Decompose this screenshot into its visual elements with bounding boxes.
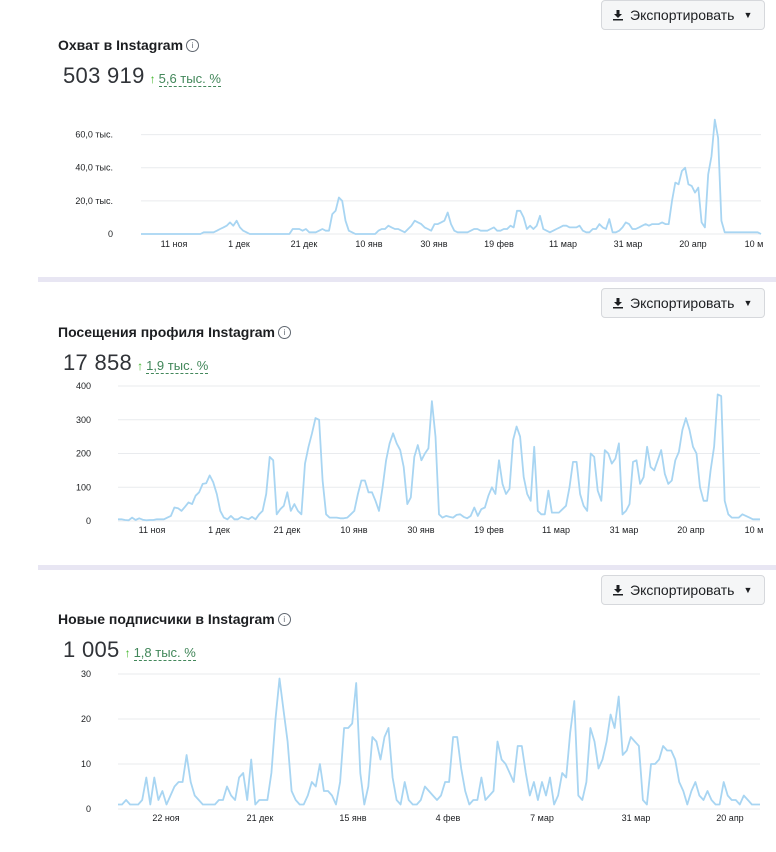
metric-summary: 17 858 ↑ 1,9 тыс. % bbox=[63, 350, 209, 376]
chart-title: Посещения профиля Instagram i bbox=[58, 324, 291, 340]
export-button[interactable]: Экспортировать ▼ bbox=[601, 575, 765, 605]
y-tick-label: 400 bbox=[76, 381, 91, 391]
series-line bbox=[118, 677, 760, 806]
arrow-up-icon: ↑ bbox=[124, 646, 131, 660]
download-icon bbox=[613, 10, 623, 21]
x-tick-label: 19 фев bbox=[474, 525, 504, 535]
export-label: Экспортировать bbox=[630, 295, 735, 311]
chart-title: Новые подписчики в Instagram i bbox=[58, 611, 291, 627]
reach-chart: 0 20,0 тыс. 40,0 тыс. 60,0 тыс. 11 ноя 1 дек 2… bbox=[75, 118, 764, 249]
chart-title: Охват в Instagram i bbox=[58, 37, 200, 53]
x-tick-label: 31 мар bbox=[610, 525, 639, 535]
x-tick-label: 21 дек bbox=[291, 239, 318, 249]
download-icon bbox=[613, 585, 623, 596]
y-tick-label: 20,0 тыс. bbox=[75, 196, 113, 206]
x-tick-label: 10 м bbox=[745, 239, 764, 249]
series-line bbox=[118, 393, 760, 522]
x-tick-label: 11 ноя bbox=[161, 239, 188, 249]
y-tick-label: 100 bbox=[76, 482, 91, 492]
delta-value[interactable]: 1,8 тыс. % bbox=[133, 645, 196, 661]
x-tick-label: 21 дек bbox=[247, 813, 274, 823]
y-tick-label: 60,0 тыс. bbox=[75, 130, 113, 140]
export-button[interactable]: Экспортировать ▼ bbox=[601, 0, 765, 30]
chart-title-text: Охват в Instagram bbox=[58, 37, 184, 53]
x-tick-label: 19 фев bbox=[484, 239, 514, 249]
info-icon[interactable]: i bbox=[277, 612, 291, 626]
delta-value[interactable]: 1,9 тыс. % bbox=[146, 358, 209, 374]
x-tick-label: 7 мар bbox=[530, 813, 554, 823]
divider bbox=[38, 565, 776, 570]
total-value: 1 005 bbox=[63, 637, 120, 662]
caret-down-icon: ▼ bbox=[743, 585, 753, 595]
export-button[interactable]: Экспортировать ▼ bbox=[601, 288, 765, 318]
profile-visits-panel: Экспортировать ▼ Посещения профиля Insta… bbox=[38, 282, 776, 565]
download-icon bbox=[613, 298, 623, 309]
x-tick-label: 20 апр bbox=[677, 525, 704, 535]
y-tick-label: 40,0 тыс. bbox=[75, 163, 113, 173]
x-tick-label: 1 дек bbox=[228, 239, 250, 249]
y-tick-label: 20 bbox=[81, 714, 91, 724]
y-tick-label: 0 bbox=[86, 804, 91, 814]
x-tick-label: 15 янв bbox=[339, 813, 366, 823]
y-tick-label: 200 bbox=[76, 449, 91, 459]
chart-title-text: Посещения профиля Instagram bbox=[58, 324, 275, 340]
x-tick-label: 11 мар bbox=[549, 239, 577, 249]
y-tick-label: 0 bbox=[86, 516, 91, 526]
arrow-up-icon: ↑ bbox=[137, 359, 144, 373]
x-tick-label: 22 ноя bbox=[152, 813, 179, 823]
info-icon[interactable]: i bbox=[186, 38, 200, 52]
metric-summary: 1 005 ↑ 1,8 тыс. % bbox=[63, 637, 196, 663]
y-tick-label: 30 bbox=[81, 669, 91, 679]
total-value: 503 919 bbox=[63, 63, 145, 88]
x-tick-label: 30 янв bbox=[420, 239, 447, 249]
x-tick-label: 11 мар bbox=[542, 525, 570, 535]
x-tick-label: 20 апр bbox=[716, 813, 743, 823]
divider bbox=[38, 277, 776, 282]
chart-title-text: Новые подписчики в Instagram bbox=[58, 611, 275, 627]
x-tick-label: 31 мар bbox=[614, 239, 643, 249]
metric-summary: 503 919 ↑ 5,6 тыс. % bbox=[63, 63, 221, 89]
x-tick-label: 21 дек bbox=[274, 525, 301, 535]
y-tick-label: 300 bbox=[76, 415, 91, 425]
arrow-up-icon: ↑ bbox=[149, 72, 156, 86]
x-tick-label: 10 янв bbox=[340, 525, 367, 535]
x-tick-label: 11 ноя bbox=[139, 525, 166, 535]
profile-visits-chart: 0 100 200 300 400 11 ноя 1 дек 21 дек 10 янв 30 я… bbox=[76, 381, 764, 535]
followers-chart: 0 10 20 30 22 ноя 21 дек 15 янв 4 фев 7 мар 31 ма… bbox=[81, 669, 760, 823]
caret-down-icon: ▼ bbox=[743, 298, 753, 308]
reach-panel: Экспортировать ▼ Охват в Instagram i 503… bbox=[38, 0, 776, 277]
caret-down-icon: ▼ bbox=[743, 10, 753, 20]
total-value: 17 858 bbox=[63, 350, 133, 375]
x-tick-label: 10 м bbox=[745, 525, 764, 535]
x-tick-label: 20 апр bbox=[679, 239, 706, 249]
x-tick-label: 30 янв bbox=[407, 525, 434, 535]
info-icon[interactable]: i bbox=[278, 325, 291, 339]
series-line bbox=[141, 118, 762, 235]
followers-panel: Экспортировать ▼ Новые подписчики в Inst… bbox=[38, 570, 776, 852]
delta-value[interactable]: 5,6 тыс. % bbox=[158, 71, 221, 87]
y-tick-label: 10 bbox=[81, 759, 91, 769]
export-label: Экспортировать bbox=[630, 7, 735, 23]
y-tick-label: 0 bbox=[108, 229, 113, 239]
x-tick-label: 4 фев bbox=[436, 813, 461, 823]
x-tick-label: 31 мар bbox=[622, 813, 651, 823]
x-tick-label: 10 янв bbox=[355, 239, 382, 249]
export-label: Экспортировать bbox=[630, 582, 735, 598]
x-tick-label: 1 дек bbox=[208, 525, 230, 535]
